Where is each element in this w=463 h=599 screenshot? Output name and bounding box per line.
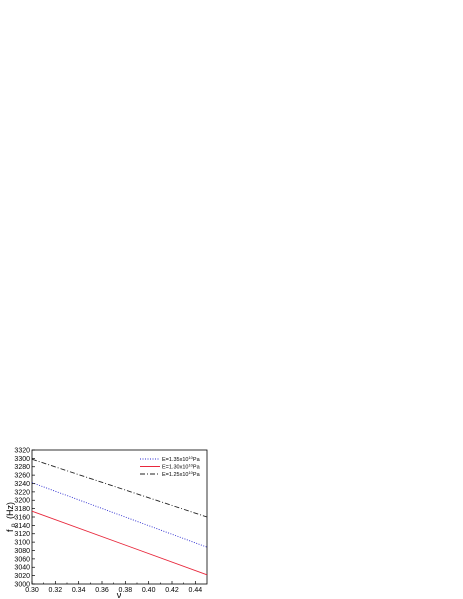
series-line-2: [31, 458, 208, 518]
y-tick-label: 3080: [14, 548, 30, 555]
series-layer: [31, 458, 208, 576]
x-tick-label: 0.38: [119, 587, 133, 594]
y-tick-label: 3040: [14, 565, 30, 572]
y-axis-title-main: f: [5, 529, 15, 532]
y-tick-label: 3020: [14, 573, 30, 580]
legend-label: E=1.30x1010Pa: [162, 463, 201, 471]
y-tick-label: 3120: [14, 531, 30, 538]
x-tick-label: 0.34: [72, 587, 86, 594]
y-tick-label: 3160: [14, 514, 30, 521]
legend-label: E=1.35x1010Pa: [162, 455, 201, 463]
x-tick-label: 0.42: [165, 587, 179, 594]
y-axis-title-sub: p: [11, 523, 17, 527]
svg-text:f p (Hz): f p (Hz): [5, 502, 17, 532]
y-tick-label: 3280: [14, 464, 30, 471]
y-tick-label: 3000: [14, 581, 30, 588]
y-tick-label: 3300: [14, 456, 30, 463]
y-tick-label: 3140: [14, 523, 30, 530]
y-tick-label: 3220: [14, 489, 30, 496]
x-tick-label: 0.32: [49, 587, 63, 594]
y-axis-title-unit: (Hz): [5, 502, 15, 519]
legend-label: E=1.25x1010Pa: [162, 470, 201, 478]
x-axis: 0.30 0.32 0.34 0.36 0.38 0.40 0.42 0.44: [25, 581, 202, 594]
x-tick-label: 0.30: [25, 587, 39, 594]
y-tick-label: 3100: [14, 540, 30, 547]
y-tick-label: 3320: [14, 447, 30, 454]
y-tick-label: 3240: [14, 481, 30, 488]
y-tick-label: 3180: [14, 506, 30, 513]
x-axis-title: ν: [117, 590, 122, 599]
series-line-1: [31, 510, 208, 576]
x-tick-label: 0.36: [95, 587, 109, 594]
y-axis-title: f p (Hz): [5, 502, 17, 532]
y-tick-label: 3060: [14, 556, 30, 563]
y-tick-label: 3200: [14, 498, 30, 505]
series-line-0: [31, 482, 208, 548]
y-tick-label: 3260: [14, 473, 30, 480]
x-tick-label: 0.44: [189, 587, 203, 594]
x-tick-label: 0.40: [142, 587, 156, 594]
